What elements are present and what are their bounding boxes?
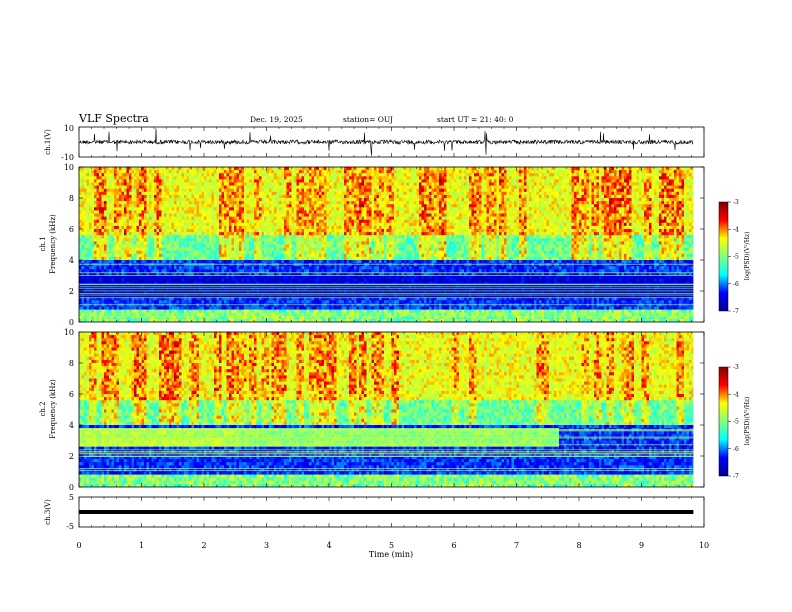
freq-tick-label: 0 <box>69 483 74 492</box>
colorbar-tick-label: -6 <box>733 281 739 288</box>
ch1-ytick-top: 10 <box>64 124 74 133</box>
date-label: Dec. 19, 2025 <box>250 115 303 124</box>
freq-tick-label: 10 <box>64 163 74 172</box>
x-tick-label: 0 <box>76 541 81 550</box>
ch1-ylabel: ch.1(V) <box>44 129 52 155</box>
x-axis-label: Time (min) <box>369 550 413 559</box>
freq-tick-label: 2 <box>69 287 74 296</box>
freq-tick-label: 6 <box>69 390 74 399</box>
x-tick-label: 10 <box>699 541 709 550</box>
ch1-spectrogram-image <box>79 167 704 322</box>
ch3-waveform-panel: 5 -5 ch.3(V) 0 1 2 3 4 5 6 7 8 9 10 Time (min) <box>44 493 709 559</box>
x-tick-label: 3 <box>264 541 269 550</box>
freq-tick-label: 8 <box>69 194 74 203</box>
ch2-colorbar-gradient <box>718 366 729 477</box>
colorbar-tick-label: -3 <box>733 199 739 206</box>
freq-tick-label: 0 <box>69 318 74 327</box>
ch3-ytick-top: 5 <box>69 493 74 502</box>
ch1-spectrogram-ylabel-channel: ch.1 <box>39 236 47 251</box>
x-axis-tick-labels: 0 1 2 3 4 5 6 7 8 9 10 <box>76 541 709 550</box>
ch1-colorbar: -3 -4 -5 -6 -7 log(PSD)(V²/Hz) <box>718 199 751 315</box>
colorbar-tick-label: -6 <box>733 446 739 453</box>
station-label: station= OUJ <box>343 115 393 124</box>
ch1-waveform-line <box>79 128 694 156</box>
ch1-colorbar-ticks: -3 -4 -5 -6 -7 <box>728 199 739 315</box>
x-tick-label: 5 <box>389 541 394 550</box>
ch1-colorbar-gradient <box>718 201 729 312</box>
ch2-colorbar-ticks: -3 -4 -5 -6 -7 <box>728 364 739 480</box>
colorbar-tick-label: -3 <box>733 364 739 371</box>
ch1-colorbar-label: log(PSD)(V²/Hz) <box>744 232 751 281</box>
x-tick-label: 6 <box>451 541 456 550</box>
colorbar-tick-label: -7 <box>733 308 739 315</box>
freq-tick-label: 6 <box>69 225 74 234</box>
ch1-waveform-xticks <box>78 127 705 157</box>
ch2-colorbar-label: log(PSD)(V²/Hz) <box>744 397 751 446</box>
ch3-waveform-xticks <box>78 497 705 527</box>
ch2-spectrogram-panel: 0 2 4 6 8 10 ch.2 Frequency (kHz) <box>39 328 705 492</box>
freq-tick-label: 4 <box>69 256 74 265</box>
ch2-spectrogram-image <box>79 332 704 487</box>
ch1-spectrogram-yticks: 0 2 4 6 8 10 <box>64 163 704 327</box>
x-tick-label: 1 <box>139 541 144 550</box>
colorbar-tick-label: -4 <box>733 226 739 233</box>
ch2-colorbar: -3 -4 -5 -6 -7 log(PSD)(V²/Hz) <box>718 364 751 480</box>
start-time-label: start UT = 21: 40: 0 <box>437 115 513 124</box>
ch1-spectrogram-panel: 0 2 4 6 8 10 ch.1 Frequency (kHz) <box>39 163 705 327</box>
figure-title: VLF Spectra <box>79 112 149 125</box>
ch2-spectrogram-xticks <box>78 332 705 487</box>
ch2-spectrogram-yticks: 0 2 4 6 8 10 <box>64 328 704 492</box>
colorbar-tick-label: -5 <box>733 254 739 261</box>
ch1-waveform-panel: 10 -10 ch.1(V) <box>44 124 705 162</box>
ch2-spectrogram-ylabel-freq: Frequency (kHz) <box>49 379 57 439</box>
ch1-spectrogram-xticks <box>78 167 705 322</box>
ch1-spectrogram-ylabel-freq: Frequency (kHz) <box>49 214 57 274</box>
colorbar-tick-label: -4 <box>733 391 739 398</box>
ch1-ytick-bottom: -10 <box>61 153 74 162</box>
colorbar-tick-label: -5 <box>733 419 739 426</box>
freq-tick-label: 10 <box>64 328 74 337</box>
x-tick-label: 8 <box>576 541 581 550</box>
colorbar-tick-label: -7 <box>733 473 739 480</box>
x-tick-label: 2 <box>201 541 206 550</box>
ch3-ylabel: ch.3(V) <box>44 499 52 525</box>
freq-tick-label: 8 <box>69 359 74 368</box>
ch3-ytick-bottom: -5 <box>66 522 74 531</box>
freq-tick-label: 2 <box>69 452 74 461</box>
ch2-spectrogram-ylabel-channel: ch.2 <box>39 401 47 416</box>
x-tick-label: 9 <box>639 541 644 550</box>
x-tick-label: 4 <box>326 541 331 550</box>
freq-tick-label: 4 <box>69 421 74 430</box>
x-tick-label: 7 <box>514 541 519 550</box>
